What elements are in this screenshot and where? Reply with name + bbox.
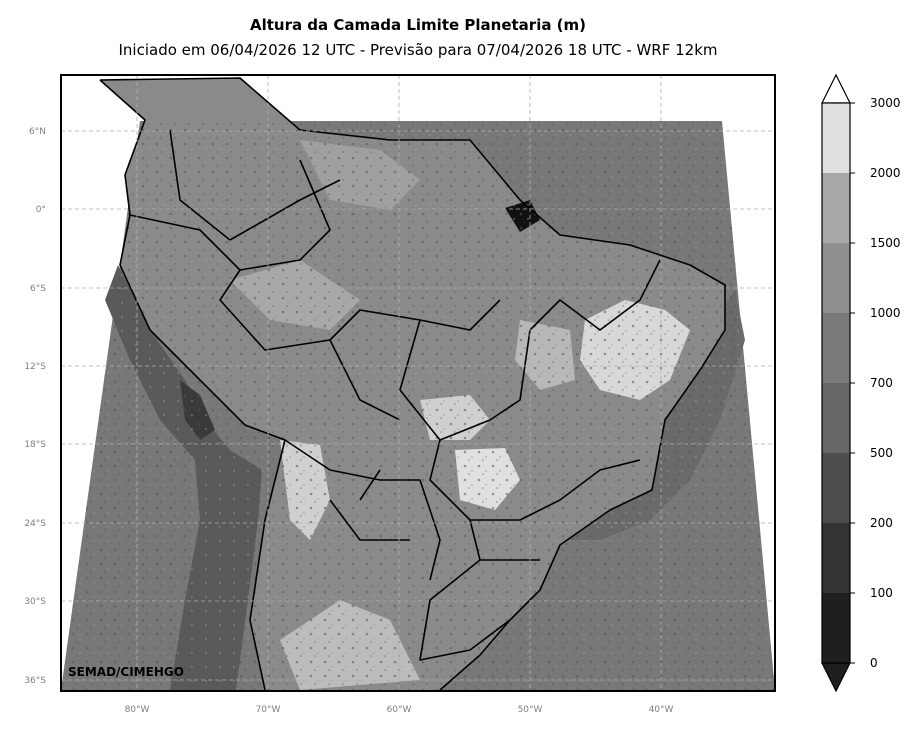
- brazil-border-west: [219, 159, 501, 351]
- colorbar-bin: [822, 593, 850, 663]
- colorbar-over-arrow: [821, 73, 851, 104]
- lat-label: 6°S: [30, 284, 46, 294]
- peru-ecuador-border: [129, 214, 241, 271]
- colorbar-bin: [822, 313, 850, 383]
- colombia-venezuela-border: [169, 129, 341, 241]
- colorbar-tick-label: 700: [870, 376, 893, 390]
- field-texture: [61, 121, 775, 690]
- map-title: Altura da Camada Limite Planetaria (m): [249, 16, 587, 34]
- state-borders: [399, 259, 661, 661]
- lon-label: 40°W: [649, 705, 674, 715]
- colorbar-tick-label: 500: [870, 446, 893, 460]
- colorbar-tick-label: 1000: [870, 306, 901, 320]
- lon-label: 80°W: [125, 705, 150, 715]
- gridlines: [61, 75, 775, 691]
- political-borders: [99, 77, 726, 691]
- lat-label: 30°S: [24, 597, 46, 607]
- lat-label: 12°S: [24, 362, 46, 372]
- colorbar-tick-label: 2000: [870, 166, 901, 180]
- colorbar-bin: [822, 453, 850, 523]
- colorbar-bin: [822, 103, 850, 173]
- continent-outline: [99, 77, 726, 691]
- map-frame: [60, 74, 776, 692]
- colorbar-bin: [822, 383, 850, 453]
- colorbar-tick-label: 1500: [870, 236, 901, 250]
- argentina-border: [284, 439, 441, 581]
- lat-label: 36°S: [24, 676, 46, 686]
- colorbar-under-arrow: [821, 662, 851, 693]
- colorbar-tick-label: 3000: [870, 96, 901, 110]
- colorbar-tick-label: 200: [870, 516, 893, 530]
- lat-label: 24°S: [24, 519, 46, 529]
- colorbar-bin: [822, 243, 850, 313]
- lon-label: 70°W: [256, 705, 281, 715]
- lon-label: 60°W: [387, 705, 412, 715]
- colorbar-bins: [822, 103, 850, 663]
- lat-label: 0°: [36, 205, 46, 215]
- colorbar: 0 100 200 500 700 1000 1500 2000 3000: [821, 73, 901, 693]
- colorbar-tick-label: 0: [870, 656, 878, 670]
- colorbar-bin: [822, 173, 850, 243]
- lon-label: 50°W: [518, 705, 543, 715]
- lat-label: 18°S: [24, 440, 46, 450]
- bolivia-paraguay-border: [329, 339, 410, 541]
- colorbar-tick-label: 100: [870, 586, 893, 600]
- credit-label: SEMAD/CIMEHGO: [68, 665, 184, 679]
- colorbar-ticks: 0 100 200 500 700 1000 1500 2000 3000: [850, 96, 901, 670]
- map-plot-area: SEMAD/CIMEHGO: [61, 75, 775, 691]
- map-subtitle: Iniciado em 06/04/2026 12 UTC - Previsão…: [118, 41, 718, 59]
- lat-label: 6°N: [29, 127, 46, 137]
- longitude-labels: 80°W 70°W 60°W 50°W 40°W: [125, 705, 674, 715]
- latitude-labels: 6°N 0° 6°S 12°S 18°S 24°S 30°S 36°S: [24, 127, 46, 686]
- colorbar-bin: [822, 523, 850, 593]
